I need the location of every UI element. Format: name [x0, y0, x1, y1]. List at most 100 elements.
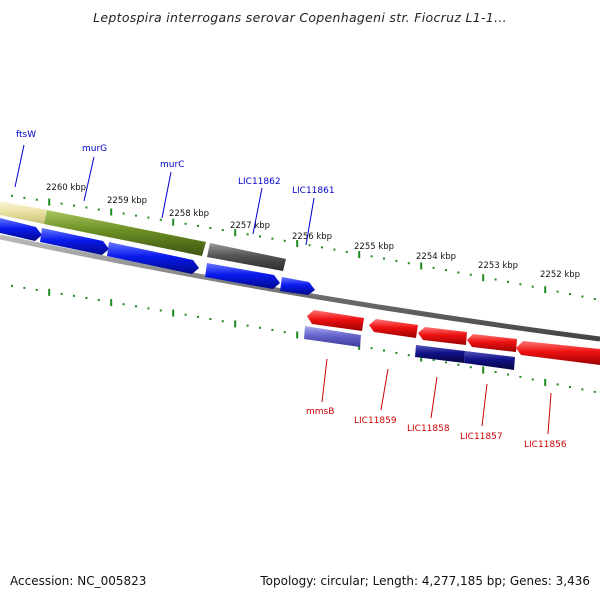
- gene-LIC11857[interactable]: [464, 351, 515, 370]
- ruler-minor-tick: [370, 347, 373, 350]
- kbp-label: 2257 kbp: [230, 221, 270, 231]
- gene-label-LIC11861[interactable]: LIC11861: [292, 186, 335, 196]
- kbp-label: 2258 kbp: [169, 209, 209, 219]
- ruler-minor-tick: [395, 259, 398, 262]
- gene-arrow[interactable]: [40, 228, 109, 255]
- gene-label-LIC11858[interactable]: LIC11858: [407, 424, 450, 434]
- ruler-minor-tick: [457, 271, 460, 274]
- ruler-major-tick: [482, 274, 485, 282]
- gene-label-murC[interactable]: murC: [160, 160, 184, 170]
- ruler-minor-tick: [556, 290, 559, 293]
- ruler-minor-tick: [283, 331, 286, 334]
- ruler-minor-tick: [60, 292, 63, 295]
- topology-label: Topology: circular; Length: 4,277,185 bp…: [260, 574, 590, 588]
- ruler-minor-tick: [569, 385, 571, 388]
- ruler-minor-tick: [519, 375, 522, 378]
- gene-label-ftsW[interactable]: ftsW: [16, 130, 36, 140]
- gene-label-LIC11862[interactable]: LIC11862: [238, 177, 281, 187]
- gene-label-LIC11859[interactable]: LIC11859: [354, 416, 397, 426]
- gene-arrow[interactable]: [107, 242, 199, 274]
- gene-murG[interactable]: [44, 210, 206, 256]
- ruler-minor-tick: [85, 297, 88, 299]
- gene-label-LIC11857[interactable]: LIC11857: [460, 432, 503, 442]
- ruler-minor-tick: [593, 298, 596, 300]
- ruler-minor-tick: [383, 257, 385, 260]
- gene-label-mmsB[interactable]: mmsB: [306, 407, 334, 417]
- ruler-minor-tick: [271, 237, 274, 240]
- ruler-minor-tick: [259, 326, 261, 329]
- ruler-minor-tick: [197, 315, 199, 318]
- kbp-label: 2252 kbp: [540, 270, 580, 280]
- ruler-minor-tick: [507, 373, 509, 376]
- ruler-minor-tick: [333, 248, 336, 251]
- genome-title: Leptospira interrogans serovar Copenhage…: [93, 10, 507, 25]
- ruler-minor-tick: [35, 288, 38, 291]
- ruler-minor-tick: [494, 278, 497, 281]
- feature-track-inner: [304, 326, 515, 370]
- ruler-major-tick: [358, 251, 361, 259]
- gene-label-LIC11856[interactable]: LIC11856: [524, 440, 567, 450]
- ruler-minor-tick: [246, 324, 249, 327]
- ruler-minor-tick: [469, 273, 472, 276]
- ruler-minor-tick: [97, 299, 100, 301]
- kbp-label: 2255 kbp: [354, 242, 394, 252]
- ruler-minor-tick: [457, 363, 460, 366]
- ruler-minor-tick: [221, 229, 224, 232]
- gene-arrow[interactable]: [467, 334, 517, 352]
- gene-LIC11858[interactable]: [415, 345, 465, 363]
- ruler-minor-tick: [556, 383, 559, 386]
- gene-arrow[interactable]: [307, 310, 364, 331]
- reverse-gene-labels: mmsB LIC11859 LIC11858 LIC11857 LIC11856: [306, 358, 567, 450]
- gene-arrow[interactable]: [516, 341, 600, 365]
- ruler-minor-tick: [469, 366, 472, 369]
- gene-arrow[interactable]: [418, 327, 467, 345]
- ruler-minor-tick: [60, 202, 63, 205]
- ruler-minor-tick: [395, 351, 398, 354]
- ruler-minor-tick: [246, 233, 249, 236]
- forward-strand-genes: [0, 218, 315, 295]
- ruler-minor-tick: [184, 313, 187, 316]
- gene-arrow[interactable]: [369, 319, 418, 338]
- ruler-major-tick: [110, 208, 113, 216]
- ruler-minor-tick: [147, 307, 150, 310]
- ruler-minor-tick: [370, 255, 373, 258]
- ruler-major-tick: [172, 309, 175, 317]
- gene-mmsB[interactable]: [304, 326, 361, 347]
- ruler-major-tick: [234, 229, 237, 237]
- ruler-minor-tick: [23, 196, 26, 199]
- accession-label: Accession: NC_005823: [10, 574, 147, 588]
- gene-arrow[interactable]: [280, 277, 315, 295]
- ruler-minor-tick: [122, 212, 125, 215]
- ruler-minor-tick: [147, 216, 150, 219]
- gene-arrow[interactable]: [0, 218, 42, 241]
- ruler-minor-tick: [85, 206, 88, 209]
- kbp-label: 2259 kbp: [107, 196, 147, 206]
- ruler-minor-tick: [11, 284, 13, 287]
- ruler-minor-tick: [73, 204, 75, 207]
- ruler-minor-tick: [135, 214, 137, 217]
- ruler-major-tick: [48, 198, 51, 206]
- ruler-major-tick: [296, 240, 299, 247]
- gene-label-murG[interactable]: murG: [82, 144, 107, 154]
- ruler-minor-tick: [407, 262, 410, 265]
- gene-ftsW[interactable]: [0, 201, 47, 224]
- kbp-label: 2260 kbp: [46, 183, 86, 193]
- ruler-major-tick: [482, 366, 485, 374]
- ruler-minor-tick: [135, 305, 137, 308]
- ruler-minor-tick: [122, 303, 125, 306]
- scale-ruler-upper: [11, 194, 596, 300]
- ruler-minor-tick: [97, 208, 100, 211]
- ruler-minor-tick: [581, 295, 584, 298]
- kbp-label: 2256 kbp: [292, 232, 332, 242]
- ruler-minor-tick: [321, 246, 323, 249]
- ruler-minor-tick: [494, 371, 497, 373]
- ruler-major-tick: [296, 331, 299, 339]
- ruler-minor-tick: [209, 318, 212, 320]
- ruler-major-tick: [234, 320, 237, 328]
- ruler-minor-tick: [159, 218, 162, 221]
- gene-LIC11862[interactable]: [207, 243, 286, 271]
- ruler-minor-tick: [593, 390, 596, 393]
- gene-arrow[interactable]: [205, 263, 280, 289]
